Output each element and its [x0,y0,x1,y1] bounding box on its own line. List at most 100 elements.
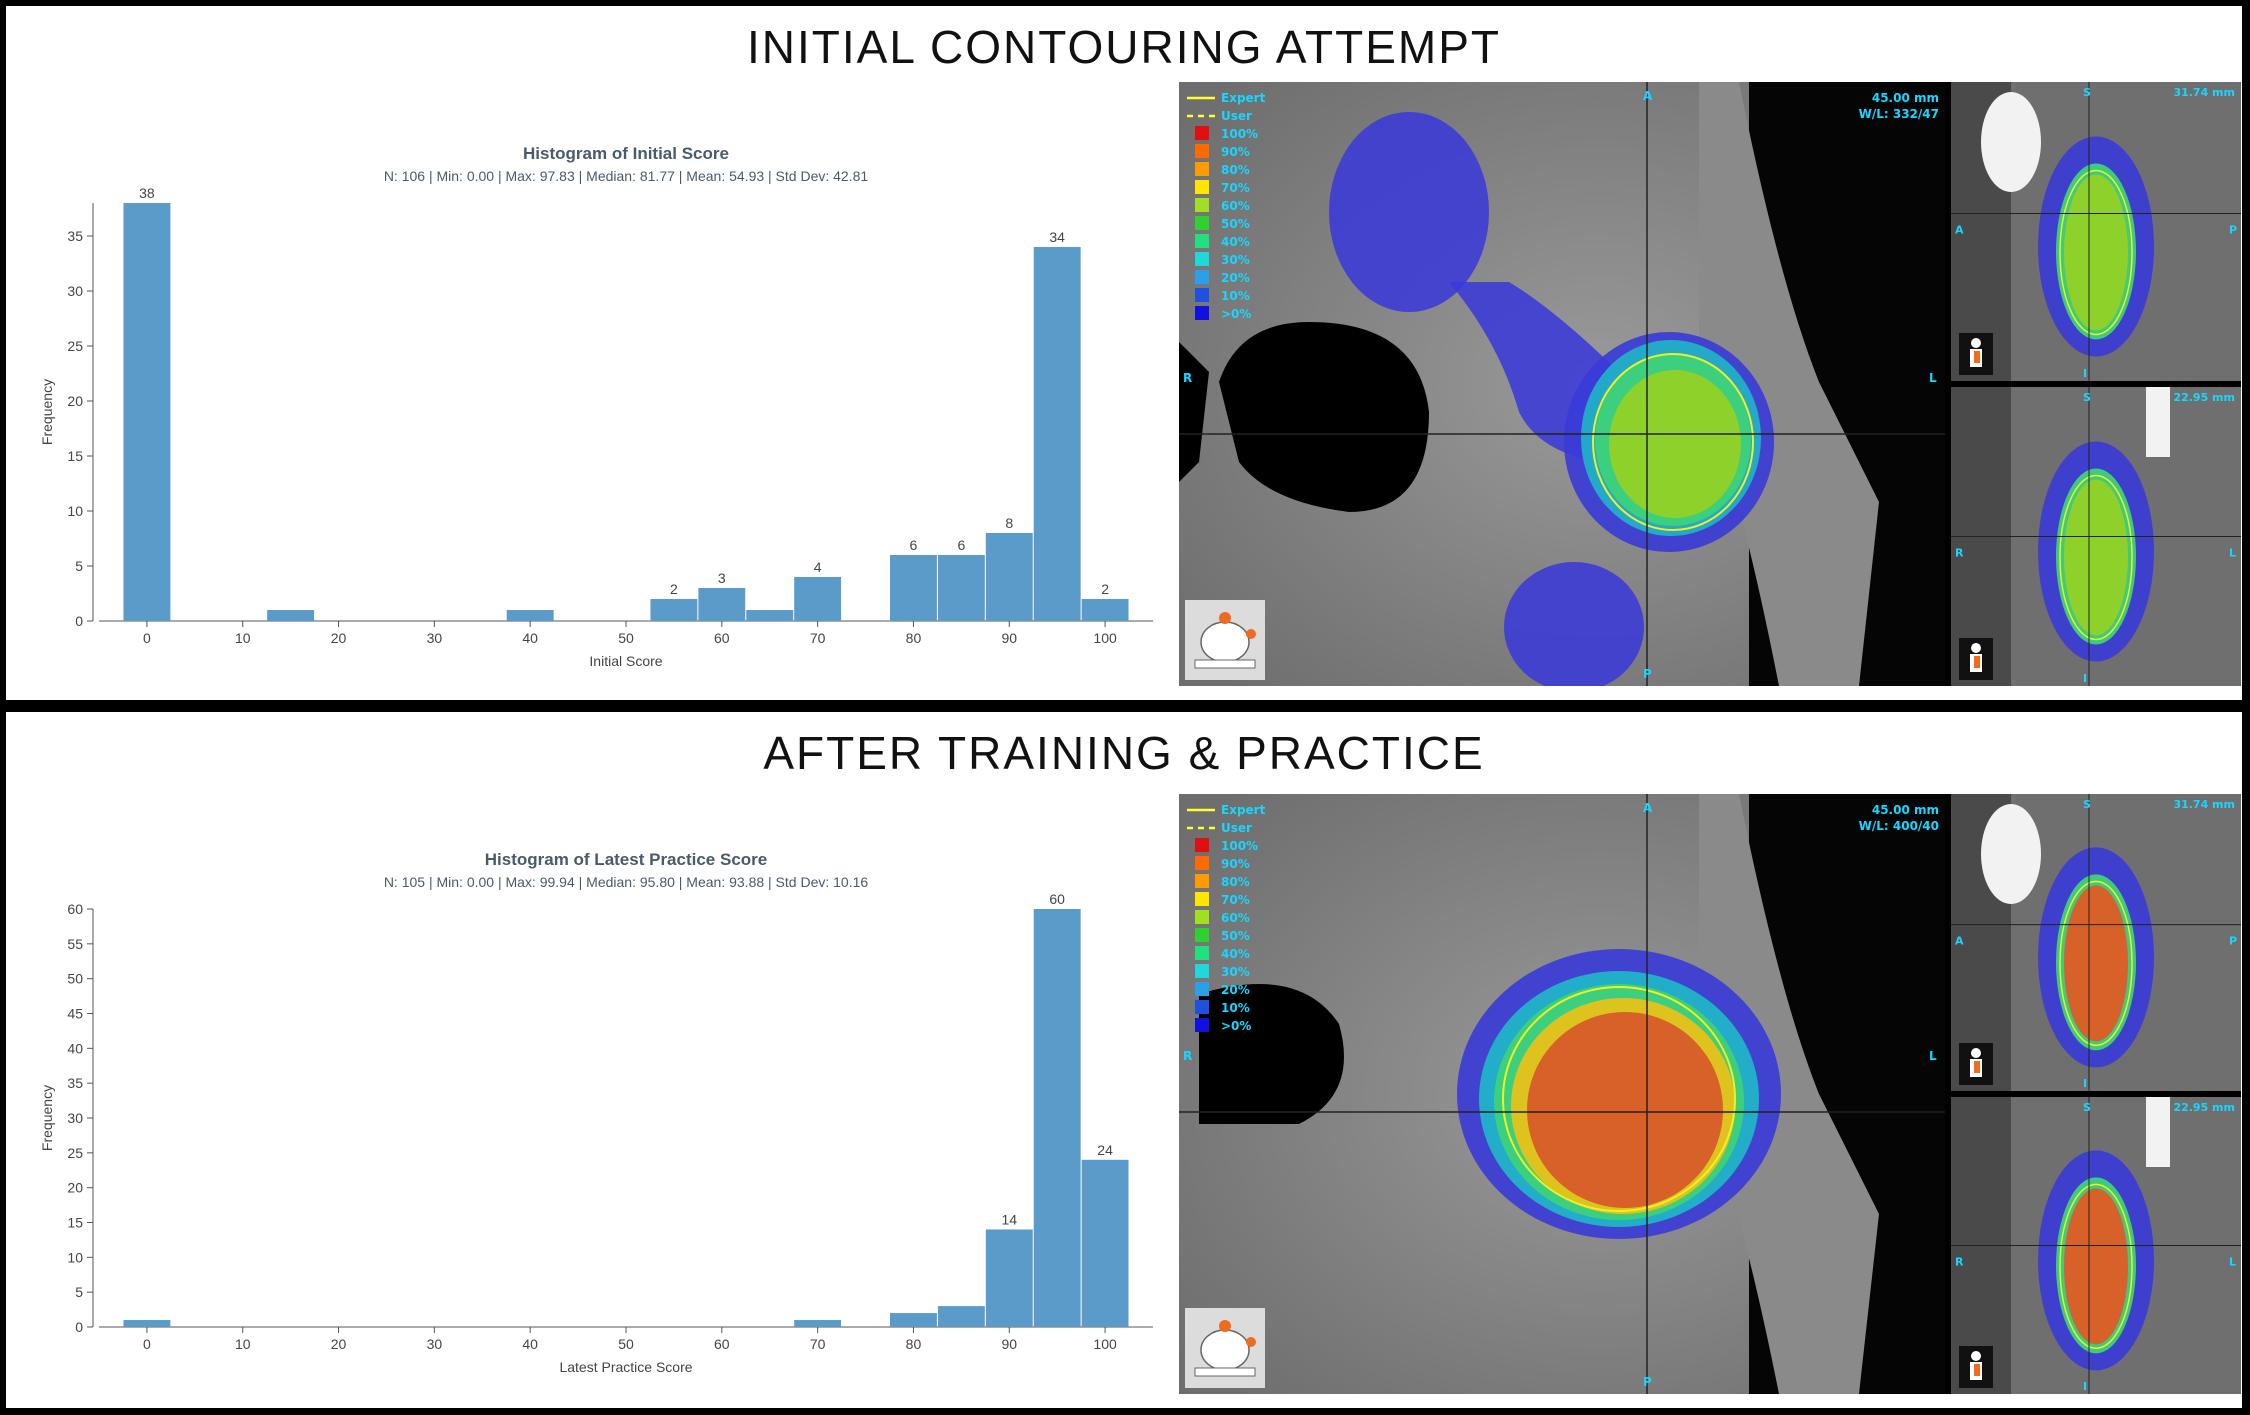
legend-color-swatch [1195,126,1209,140]
patient-orientation-icon [1959,1346,1993,1388]
y-tick-label: 60 [67,901,83,917]
y-tick-label: 25 [67,338,83,354]
orientation-label-top: S [2083,86,2091,99]
ct-viewer-svg: Expert User 100% 90% 80% 70% 60% 50% 40% 30% 20% 10… [1179,82,2241,686]
x-tick-label: 70 [810,630,826,646]
legend-label: 80% [1221,163,1250,177]
expert-contour [2059,474,2133,641]
y-tick-label: 10 [67,1249,83,1265]
expert-contour [2059,169,2133,336]
x-tick-label: 30 [427,1336,443,1352]
y-tick-label: 20 [67,393,83,409]
bar-value-label: 3 [718,570,726,586]
x-tick-label: 80 [906,1336,922,1352]
legend-color-swatch [1195,1018,1209,1032]
distance-readout: 31.74 mm [2173,86,2235,99]
x-tick-label: 50 [618,630,634,646]
orientation-label-right: L [1929,1049,1937,1063]
legend-label: User [1221,109,1252,123]
legend-label: 50% [1221,217,1250,231]
ct-viewer-after-training[interactable]: Expert User 100% 90% 80% 70% 60% 50% 40% 30% 20% 10… [1179,794,2241,1394]
dose-region-high [2064,174,2128,331]
x-tick-label: 40 [522,1336,538,1352]
x-tick-label: 60 [714,1336,730,1352]
histogram-bar [650,599,698,621]
histogram-initial-score: Histogram of Initial Score N: 106 | Min: … [26,131,1176,676]
histogram-bar [123,1320,171,1327]
bar-value-label: 14 [1001,1211,1017,1227]
orientation-label-left: A [1955,224,1964,237]
x-tick-label: 10 [235,1336,251,1352]
orientation-label-right: L [2229,547,2236,560]
legend-color-swatch [1195,288,1209,302]
y-tick-label: 10 [67,503,83,519]
dose-region-high [2064,479,2128,636]
orientation-label-bottom: I [2083,1077,2087,1090]
orientation-label-left: R [1955,1256,1964,1269]
x-tick-label: 20 [331,630,347,646]
legend-color-swatch [1195,306,1209,320]
dose-region-low [1504,562,1644,686]
expert-contour [2059,880,2133,1047]
legend-label: 20% [1221,983,1250,997]
histogram-bar [985,1229,1033,1327]
histogram-bar [1081,1159,1129,1327]
dose-region-high [2064,885,2128,1042]
x-tick-label: 80 [906,630,922,646]
legend-color-swatch [1195,1000,1209,1014]
legend-color-swatch [1195,928,1209,942]
bar-value-label: 2 [670,581,678,597]
histogram-bar [1033,247,1081,621]
ct-viewer-initial[interactable]: Expert User 100% 90% 80% 70% 60% 50% 40% 30% 20% 10… [1179,82,2241,686]
dose-region-high [1527,1012,1723,1208]
orientation-label-left: R [1955,547,1964,560]
y-tick-label: 5 [75,558,83,574]
legend-color-swatch [1195,892,1209,906]
x-tick-label: 90 [1001,1336,1017,1352]
orientation-label-bottom: P [1643,1375,1652,1389]
legend-color-swatch [1195,216,1209,230]
y-tick-label: 45 [67,1006,83,1022]
chart-title: Histogram of Initial Score [523,144,729,163]
distance-readout: 22.95 mm [2173,391,2235,404]
legend-color-swatch [1195,162,1209,176]
histogram-bar [698,588,746,621]
histogram-bar [890,555,937,621]
dose-region-high [1609,370,1741,518]
histogram-svg: Histogram of Initial Score N: 106 | Min: … [39,144,1153,669]
legend-label: 60% [1221,199,1250,213]
bar-value-label: 4 [814,559,822,575]
bone-structure [1981,92,2041,192]
y-tick-label: 0 [75,613,83,629]
legend-color-swatch [1195,874,1209,888]
expert-contour [1502,986,1736,1212]
histogram-bar [985,533,1033,621]
legend-label: User [1221,821,1252,835]
orientation-label-top: S [2083,391,2091,404]
legend-label: 90% [1221,145,1250,159]
legend-color-swatch [1195,856,1209,870]
y-tick-label: 15 [67,448,83,464]
legend-color-swatch [1195,838,1209,852]
soft-tissue-band [1699,794,1879,1394]
legend-label: 90% [1221,857,1250,871]
orientation-label-bottom: I [2083,672,2087,685]
orientation-label-top: S [2083,1101,2091,1114]
legend-label: 80% [1221,875,1250,889]
histogram-bar [746,610,794,621]
orientation-label-bottom: I [2083,1380,2087,1393]
orientation-label-left: R [1183,371,1192,385]
legend-color-swatch [1195,252,1209,266]
orientation-label-right: P [2229,935,2237,948]
distance-readout: 45.00 mm [1872,91,1939,105]
airway-cavity [1199,984,1344,1124]
section-heading: AFTER TRAINING & PRACTICE [763,727,1485,779]
histogram-bar [890,1313,937,1327]
orientation-label-left: R [1183,1049,1192,1063]
y-axis-label: Frequency [39,1085,55,1151]
legend-color-swatch [1195,180,1209,194]
x-axis-label: Initial Score [589,653,662,669]
histogram-svg: Histogram of Latest Practice Score N: 105… [39,850,1153,1375]
legend-label: 70% [1221,893,1250,907]
y-tick-label: 5 [75,1284,83,1300]
